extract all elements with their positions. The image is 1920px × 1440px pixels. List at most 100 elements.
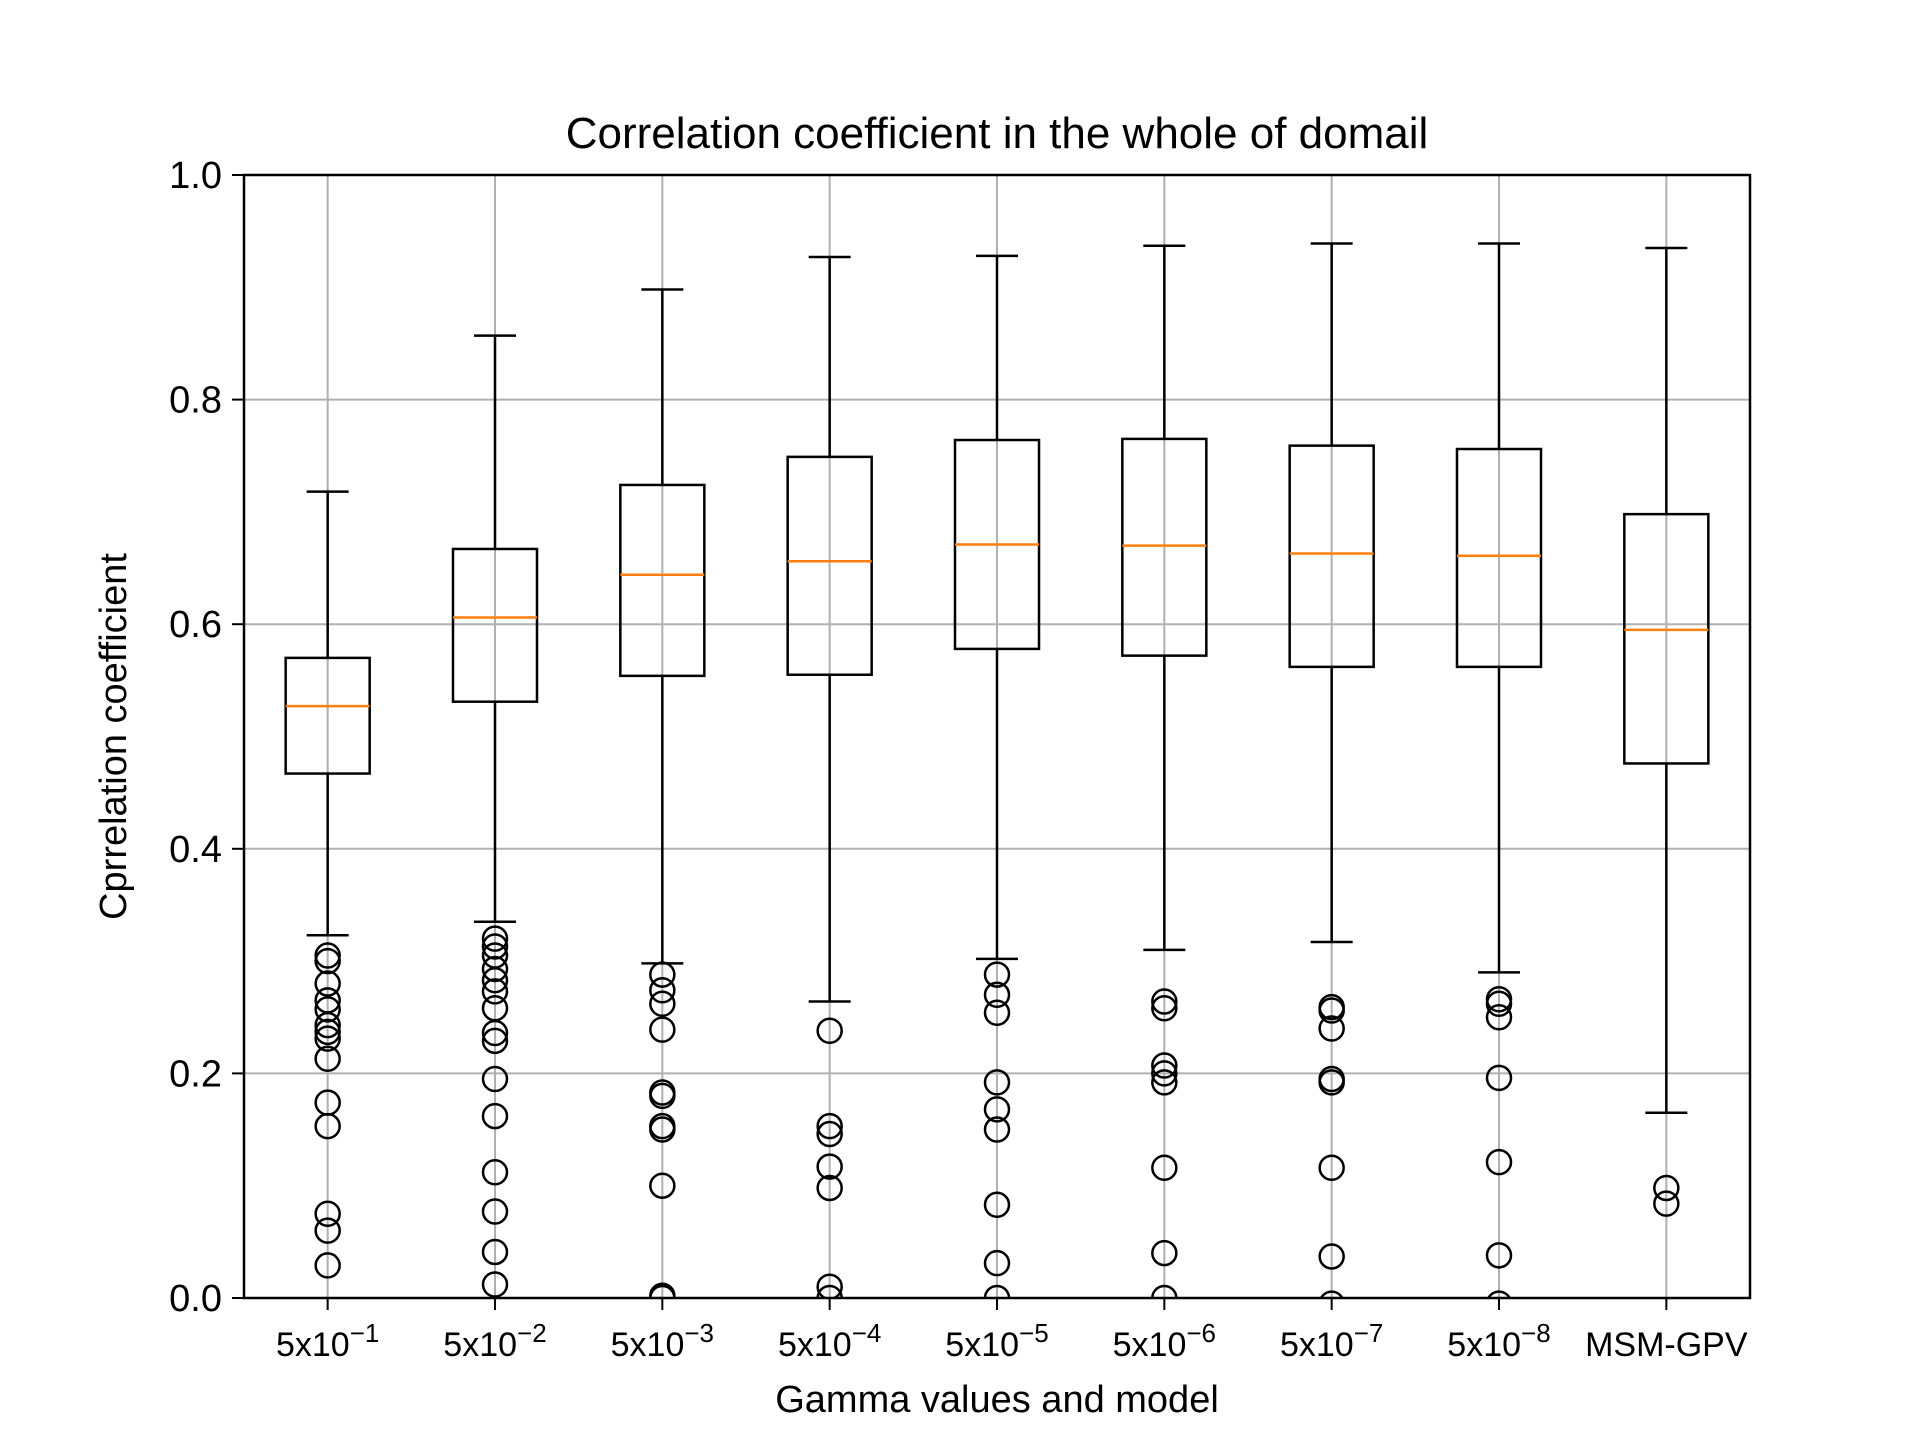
- outlier-point: [983, 1284, 1011, 1298]
- outlier-point: [1485, 1148, 1513, 1176]
- outlier-point: [481, 1158, 509, 1186]
- x-tick-label: 5x10−8: [1447, 1318, 1550, 1364]
- outlier-point: [649, 1172, 676, 1199]
- outlier-point: [1318, 1069, 1345, 1096]
- outlier-point: [314, 1045, 341, 1073]
- outlier-point: [1151, 988, 1178, 1015]
- box-group: [786, 255, 873, 1298]
- outlier-point: [481, 1238, 509, 1266]
- outlier-point: [1485, 1242, 1513, 1269]
- y-tick-label: 0.0: [169, 1278, 222, 1320]
- y-axis-label: Cprrelation coefficient: [93, 553, 135, 920]
- outlier-point: [1318, 1154, 1345, 1181]
- box-iqr: [284, 656, 371, 775]
- outlier-point: [983, 1249, 1011, 1277]
- chart-title: Correlation coefficient in the whole of …: [566, 109, 1429, 158]
- x-tick-label: 5x10−5: [945, 1318, 1048, 1364]
- outlier-point: [1319, 1290, 1344, 1298]
- box-group: [1121, 244, 1208, 1298]
- outlier-point: [1485, 1004, 1513, 1031]
- outlier-point: [649, 977, 676, 1004]
- outlier-point: [649, 1116, 676, 1143]
- outlier-point: [649, 1082, 676, 1110]
- outlier-point: [481, 1065, 509, 1093]
- outlier-point: [983, 999, 1011, 1027]
- outlier-point: [983, 961, 1011, 988]
- y-tick-label: 0.8: [169, 380, 222, 422]
- outlier-point: [1318, 1015, 1345, 1042]
- outlier-point: [649, 1016, 676, 1043]
- outlier-point: [481, 955, 509, 983]
- box-group: [451, 334, 539, 1298]
- outlier-point: [816, 1112, 843, 1140]
- y-tick-label: 1.0: [169, 155, 222, 197]
- outlier-point: [1653, 1190, 1680, 1217]
- outlier-point: [983, 1116, 1011, 1143]
- box-iqr: [1455, 447, 1543, 669]
- x-tick-label: 5x10−4: [778, 1318, 881, 1364]
- x-tick-label: MSM-GPV: [1585, 1326, 1748, 1364]
- outlier-point: [983, 1069, 1011, 1096]
- y-tick-label: 0.6: [169, 604, 222, 646]
- box-iqr: [451, 547, 539, 703]
- outlier-point: [314, 1252, 341, 1279]
- outlier-point: [816, 1273, 843, 1298]
- box-iqr: [1121, 437, 1208, 657]
- outlier-point: [314, 1112, 341, 1140]
- outlier-point: [481, 1271, 509, 1298]
- box-group: [1288, 242, 1375, 1298]
- outlier-point: [1485, 1064, 1513, 1092]
- outlier-point: [314, 947, 341, 975]
- outlier-point: [1151, 1154, 1178, 1181]
- outlier-point: [1318, 1243, 1345, 1270]
- outlier-point: [649, 990, 676, 1018]
- outlier-point: [1151, 1239, 1178, 1267]
- box-iqr: [786, 455, 873, 676]
- box-group: [619, 288, 706, 1298]
- box-group: [284, 490, 371, 1279]
- outlier-point: [314, 1217, 341, 1244]
- box-iqr: [619, 483, 706, 678]
- outlier-point: [1151, 1069, 1178, 1096]
- x-axis-label: Gamma values and model: [775, 1379, 1219, 1421]
- outlier-point: [816, 1174, 843, 1202]
- outlier-point: [481, 978, 509, 1005]
- outlier-point: [314, 1018, 341, 1046]
- outlier-point: [314, 1200, 341, 1228]
- outlier-point: [1151, 1060, 1178, 1087]
- y-tick-label: 0.4: [169, 829, 222, 871]
- outlier-point: [314, 1011, 341, 1039]
- outlier-point: [1151, 1284, 1178, 1298]
- outlier-point: [1485, 990, 1513, 1018]
- outlier-point: [481, 1198, 509, 1225]
- outlier-point: [1151, 995, 1178, 1022]
- outlier-point: [481, 1102, 509, 1130]
- outlier-point: [1487, 1290, 1511, 1298]
- outlier-point: [816, 1153, 843, 1180]
- outlier-point: [816, 1284, 843, 1298]
- outlier-point: [314, 996, 341, 1023]
- axes: 0.0 0.2 0.4 0.6 0.8 1.0 5x10−1 5x10−2 5x10−3 5x10…: [169, 155, 1748, 1364]
- box-iqr: [1288, 444, 1375, 669]
- outlier-point: [314, 970, 341, 997]
- outlier-point: [649, 1284, 676, 1298]
- outlier-point: [1151, 1052, 1178, 1079]
- outlier-point: [983, 1191, 1011, 1219]
- box-group: [1455, 242, 1543, 1298]
- outlier-point: [481, 1027, 509, 1055]
- outlier-point: [481, 1019, 509, 1047]
- outlier-point: [481, 966, 509, 994]
- y-tick-label: 0.2: [169, 1053, 222, 1095]
- box-group: [953, 254, 1041, 1298]
- x-tick-label: 5x10−7: [1280, 1318, 1383, 1364]
- x-tick-label: 5x10−2: [443, 1318, 546, 1364]
- outlier-point: [816, 1017, 843, 1044]
- outlier-point: [314, 1025, 341, 1052]
- outlier-point: [816, 1120, 843, 1148]
- outlier-point: [1318, 997, 1345, 1024]
- outlier-point: [481, 925, 509, 952]
- outlier-point: [1653, 1174, 1680, 1202]
- x-tick-label: 5x10−1: [276, 1318, 379, 1364]
